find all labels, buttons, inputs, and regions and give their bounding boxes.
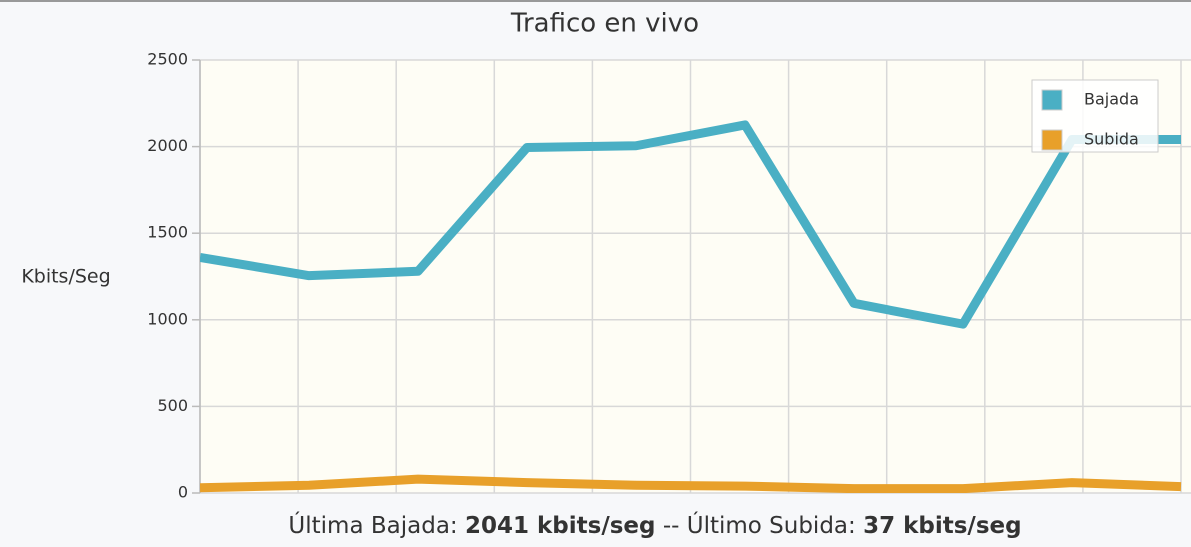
series-group — [200, 120, 1182, 493]
footer-label: Último Subida: — [687, 511, 856, 539]
footer-value: 2041 kbits/seg — [465, 513, 656, 539]
series-line — [200, 120, 1181, 329]
y-tick-label: 2500 — [147, 50, 188, 69]
legend-label: Subida — [1084, 130, 1139, 149]
y-tick-label: 0 — [178, 483, 188, 502]
chart-title: Trafico en vivo — [510, 9, 699, 39]
series-line — [200, 474, 1182, 493]
legend-swatch — [1041, 129, 1063, 151]
y-tick-label: 1000 — [147, 309, 188, 328]
y-tick-label: 1500 — [147, 223, 188, 242]
legend-swatch — [1041, 89, 1063, 111]
footer-label: Última Bajada: — [288, 511, 457, 539]
y-tick-label: 2000 — [147, 136, 188, 155]
footer: Última Bajada: 2041 kbits/seg -- Último … — [288, 511, 1021, 539]
footer-separator: -- — [663, 513, 680, 539]
footer-value: 37 kbits/seg — [863, 513, 1022, 539]
y-axis-label: Kbits/Seg — [21, 266, 110, 288]
legend-label: Bajada — [1084, 90, 1139, 109]
y-tick-label: 500 — [157, 396, 188, 415]
